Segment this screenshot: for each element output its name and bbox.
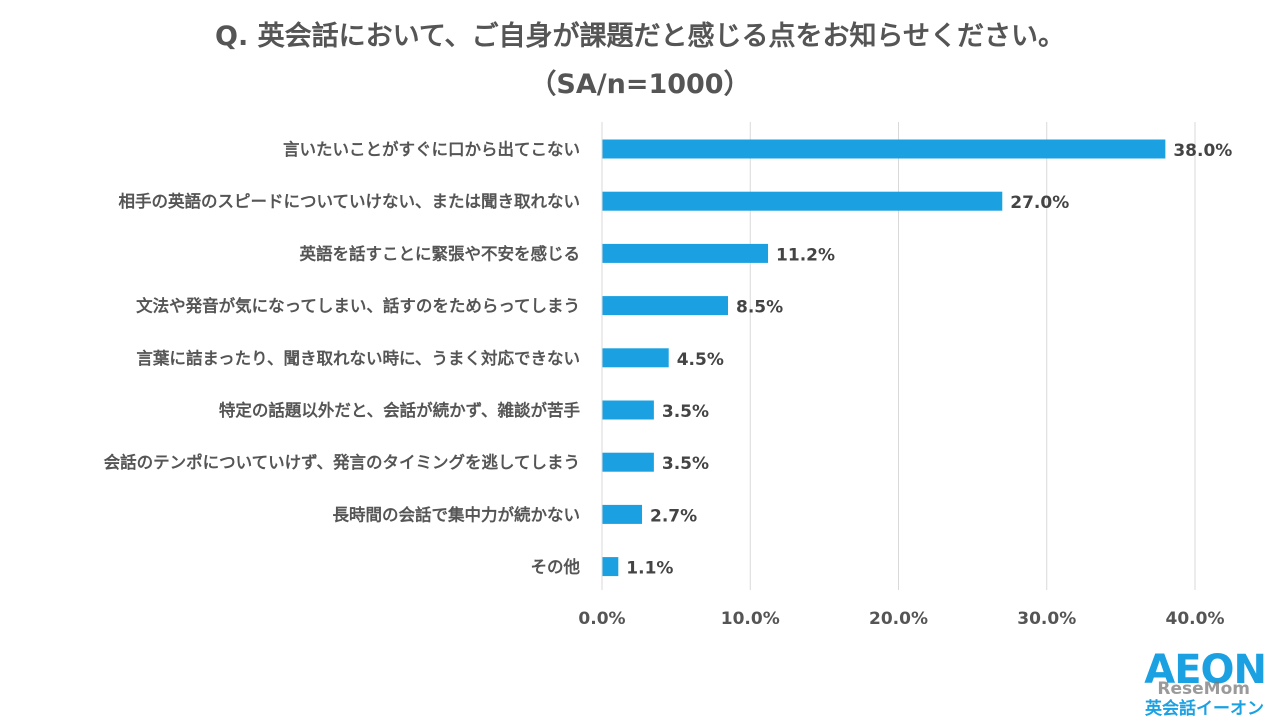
x-tick-label: 10.0% — [721, 609, 780, 629]
x-tick-label: 30.0% — [1017, 609, 1076, 629]
category-label: 文法や発音が気になってしまい、話すのをためらってしまう — [136, 296, 580, 316]
data-label: 4.5% — [677, 350, 724, 370]
data-label: 11.2% — [776, 245, 835, 265]
data-label: 8.5% — [736, 298, 783, 318]
category-label: 英語を話すことに緊張や不安を感じる — [300, 243, 581, 263]
watermark: ReseMom — [1157, 679, 1250, 699]
category-label: 相手の英語のスピードについていけない、または聞き取れない — [118, 191, 580, 211]
bar-3 — [602, 243, 769, 263]
data-label: 38.0% — [1173, 141, 1232, 161]
data-label: 1.1% — [626, 559, 673, 579]
category-label: 特定の話題以外だと、会話が続かず、雑談が苦手 — [219, 400, 581, 420]
bar-2 — [602, 191, 1003, 211]
bar-9 — [602, 557, 619, 577]
aeon-logo: AEON 英会話イーオン — [1120, 647, 1270, 719]
category-label: 長時間の会話で集中力が続かない — [333, 504, 581, 524]
category-label: その他 — [531, 557, 581, 577]
logo-mark: AEON — [1144, 647, 1267, 693]
category-label: 言いたいことがすぐに口から出てこない — [283, 139, 580, 159]
data-label: 3.5% — [662, 454, 709, 474]
data-label: 3.5% — [662, 402, 709, 422]
bar-7 — [602, 452, 654, 472]
category-label: 会話のテンポについていけず、発言のタイミングを逃してしまう — [104, 452, 580, 472]
logo-tagline: 英会話イーオン — [1145, 699, 1264, 719]
bar-1 — [602, 139, 1166, 159]
x-tick-label: 20.0% — [869, 609, 928, 629]
bar-6 — [602, 400, 654, 420]
bar-8 — [602, 504, 643, 524]
bar-5 — [602, 348, 669, 368]
data-label: 27.0% — [1010, 193, 1069, 213]
category-label: 言葉に詰まったり、聞き取れない時に、うまく対応できない — [136, 348, 580, 368]
data-label: 2.7% — [650, 506, 697, 526]
chart-title: Q. 英会話において、ご自身が課題だと感じる点をお知らせください。 — [215, 21, 1065, 52]
x-tick-label: 40.0% — [1166, 609, 1225, 629]
chart-subtitle: （SA/n=1000） — [529, 69, 751, 100]
x-tick-label: 0.0% — [578, 609, 625, 629]
bar-4 — [602, 296, 729, 316]
